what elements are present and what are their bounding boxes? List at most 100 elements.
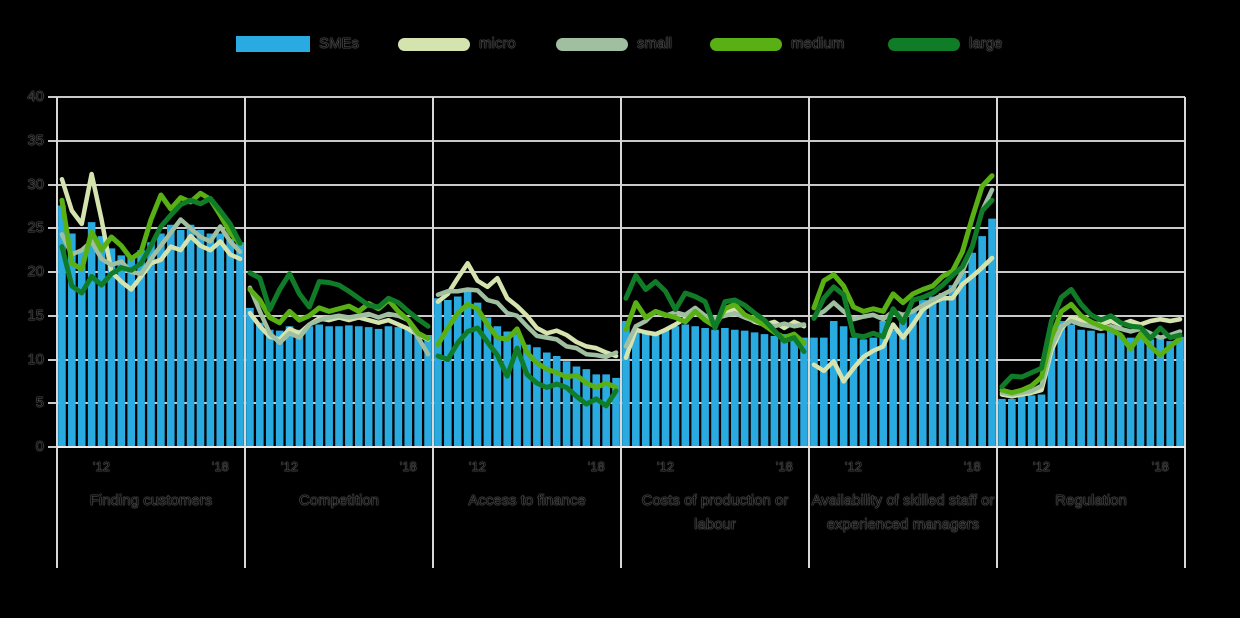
panel-separator [620, 97, 622, 568]
bar [701, 328, 709, 447]
bar [859, 339, 868, 448]
bar [909, 309, 917, 448]
sme-bars [58, 205, 244, 448]
bar [711, 329, 719, 447]
bar [176, 230, 185, 447]
bar [641, 332, 650, 448]
bar [542, 352, 551, 447]
bar [622, 321, 630, 447]
bar [820, 337, 828, 448]
bar [533, 347, 541, 447]
bar [1027, 395, 1036, 448]
bar [730, 329, 739, 447]
x-axis-label: '18 [963, 459, 981, 475]
x-axis-label: '12 [845, 459, 862, 475]
line-large [623, 273, 807, 355]
bar [671, 326, 680, 447]
bar [453, 296, 462, 447]
bar [800, 337, 808, 448]
bar [1106, 330, 1115, 448]
bar [721, 328, 729, 447]
y-axis-label: 35 [27, 131, 44, 150]
bar [206, 233, 215, 447]
bar [463, 291, 472, 447]
bar [404, 328, 413, 448]
y-axis-label: 30 [27, 175, 44, 193]
bar [760, 334, 769, 448]
bar [968, 252, 977, 447]
bar [681, 324, 690, 447]
x-axis-label: '12 [93, 459, 110, 475]
line-small [999, 318, 1183, 397]
sme-bars [246, 307, 432, 448]
bar [592, 374, 601, 448]
bar [978, 236, 986, 448]
bar [434, 298, 442, 447]
bar [691, 326, 700, 447]
bar [602, 374, 610, 448]
bar [424, 335, 432, 447]
sme-bars [810, 218, 996, 448]
bar [632, 329, 640, 447]
bar [364, 327, 373, 448]
panel-4-chart [622, 273, 808, 448]
bar [948, 285, 957, 448]
y-axis-label: 10 [27, 350, 44, 368]
bar [1087, 330, 1095, 448]
bar [810, 337, 818, 448]
x-axis-label: '18 [587, 459, 605, 475]
bar [869, 337, 878, 448]
legend-swatch-micro [398, 37, 470, 51]
bar [1146, 339, 1155, 448]
bar [196, 230, 205, 447]
bar [444, 300, 452, 447]
bar [582, 369, 591, 448]
panel-separator [808, 97, 810, 568]
bar [394, 327, 403, 448]
y-axis-label: 15 [27, 306, 44, 325]
x-axis-label: '18 [211, 459, 229, 475]
bar [839, 326, 848, 447]
bar [1037, 394, 1046, 447]
bar [68, 233, 76, 447]
y-axis-tick [48, 314, 57, 317]
x-axis-label: '18 [399, 459, 417, 475]
bar [147, 242, 155, 447]
legend-swatch-small [556, 37, 628, 51]
sme-bars [622, 321, 808, 448]
panel-title: Access to finance [468, 492, 586, 510]
line-medium [999, 301, 1183, 396]
panel-3-chart [434, 261, 620, 448]
line-medium [435, 301, 619, 390]
panel-title: Competition [298, 492, 380, 510]
panel-2-chart [246, 270, 432, 448]
bar [1136, 336, 1145, 447]
bar [77, 250, 86, 448]
bar [958, 272, 967, 448]
y-axis-label: 5 [35, 394, 44, 412]
x-axis-label: '18 [775, 459, 793, 475]
bar [483, 317, 492, 447]
panel-separator [996, 97, 998, 568]
legend-swatch-medium [710, 37, 782, 51]
bar [345, 325, 353, 448]
bar [829, 321, 838, 447]
y-axis-label: 0 [35, 438, 44, 456]
bar [157, 233, 165, 447]
bar [612, 377, 620, 448]
x-axis-label: '12 [281, 459, 298, 475]
bar [879, 321, 888, 447]
bar [374, 328, 383, 448]
bar [414, 333, 422, 447]
bar [1156, 337, 1165, 448]
bar [473, 302, 482, 448]
line-large [59, 196, 243, 296]
x-axis-label: '12 [1033, 459, 1050, 475]
bar [117, 255, 126, 448]
bar [246, 307, 254, 448]
y-axis-tick [48, 271, 57, 273]
y-axis-label: 20 [27, 263, 44, 281]
bar [493, 326, 502, 447]
bar [651, 334, 660, 448]
bar [988, 218, 996, 448]
